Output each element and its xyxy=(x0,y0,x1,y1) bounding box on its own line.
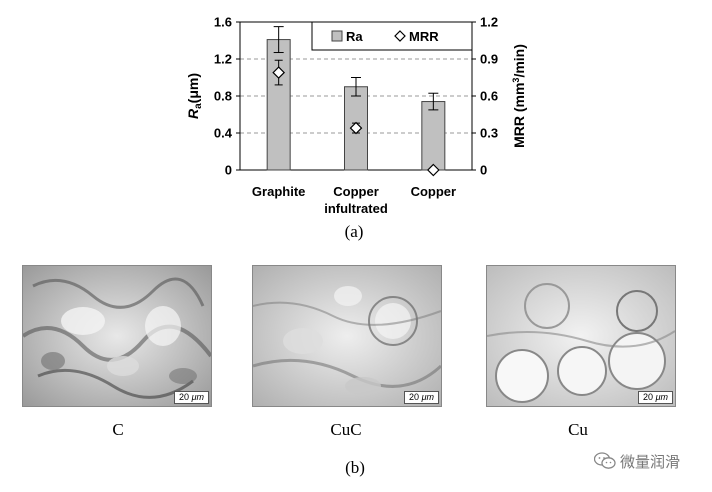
scale-bar-cu: 20 μm xyxy=(638,391,673,404)
wechat-icon xyxy=(594,452,616,469)
watermark-text: 微量润滑 xyxy=(620,452,681,471)
legend-marker-mrr xyxy=(394,30,406,42)
left-tick-label: 0 xyxy=(225,163,232,178)
marker-mrr xyxy=(349,121,363,135)
legend-box xyxy=(311,21,473,51)
scale-bar-cuc: 20 μm xyxy=(404,391,439,404)
right-tick-label: 1.2 xyxy=(480,15,498,30)
right-tick-label: 0.6 xyxy=(480,89,498,104)
caption-b: (b) xyxy=(345,458,365,477)
legend-label-ra: Ra xyxy=(346,29,363,44)
legend-label-mrr: MRR xyxy=(409,29,439,44)
y-axis-left-title: Ra(μm) xyxy=(185,73,204,119)
micrograph-cuc-image xyxy=(253,266,441,406)
marker-mrr xyxy=(272,66,286,79)
panel-label-cu: Cu xyxy=(568,420,588,439)
micrograph-c: 20 μm xyxy=(22,265,212,407)
bar-ra xyxy=(266,39,291,171)
panel-label-cuc: CuC xyxy=(330,420,362,439)
right-tick-label: 0.3 xyxy=(480,126,498,141)
micrograph-cuc: 20 μm xyxy=(252,265,442,407)
y-axis-right-title: MRR (mm3/min) xyxy=(511,44,527,148)
legend-swatch-ra xyxy=(331,30,343,42)
right-tick-label: 0.9 xyxy=(480,52,498,67)
category-label: Copper xyxy=(333,184,379,199)
chart-a: 0 0.4 0.8 1.2 1.6 0 0.3 0.6 0.9 1.2 Graphite Copper… xyxy=(185,15,527,217)
left-tick-label: 1.2 xyxy=(214,52,232,67)
marker-mrr xyxy=(426,163,440,177)
watermark: 微量润滑 xyxy=(594,450,680,472)
micrograph-c-image xyxy=(23,266,211,406)
panel-label-c: C xyxy=(112,420,124,439)
right-tick-label: 0 xyxy=(480,163,487,178)
bar-ra xyxy=(421,101,446,171)
left-tick-label: 0.8 xyxy=(214,89,232,104)
category-label: infultrated xyxy=(324,201,388,216)
category-label: Copper xyxy=(411,184,457,199)
caption-a: (a) xyxy=(344,222,364,241)
left-tick-label: 1.6 xyxy=(214,15,232,30)
scale-bar-c: 20 μm xyxy=(174,391,209,404)
left-tick-label: 0.4 xyxy=(214,126,233,141)
micrograph-cu-image xyxy=(487,266,675,406)
micrograph-cu: 20 μm xyxy=(486,265,676,407)
category-label: Graphite xyxy=(252,184,305,199)
